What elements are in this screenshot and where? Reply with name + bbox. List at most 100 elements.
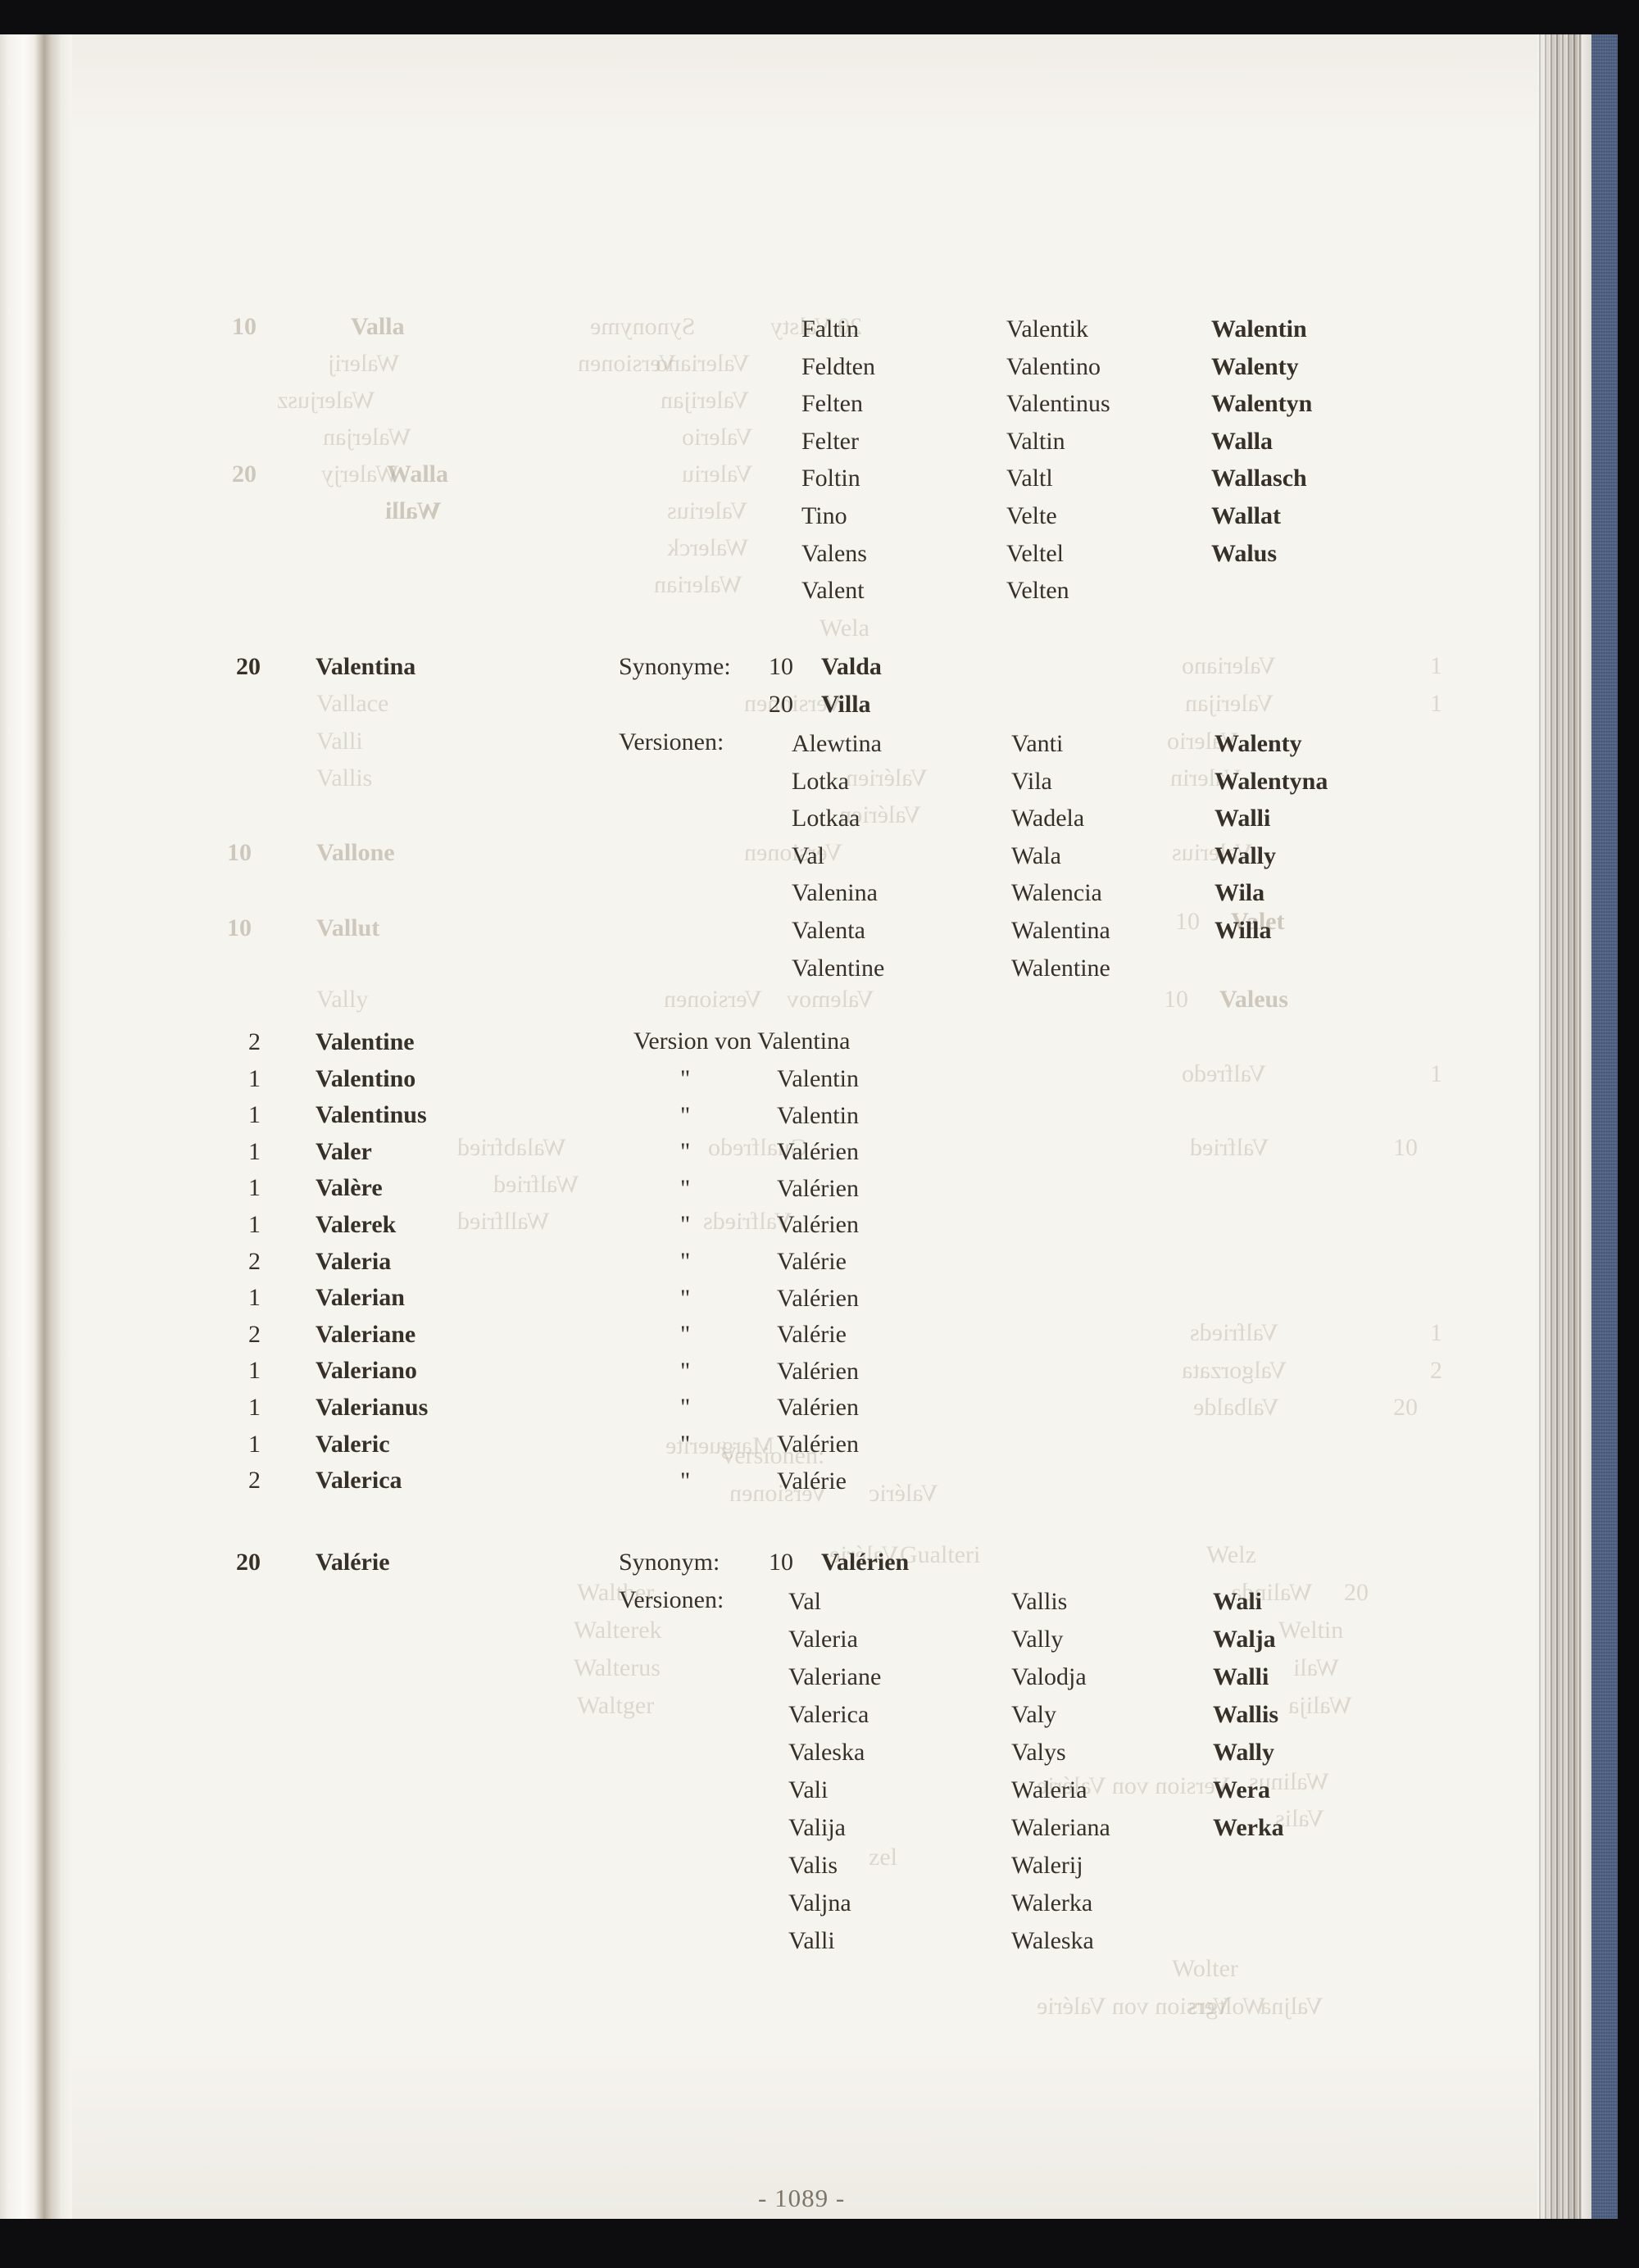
list-item: Veltel bbox=[1006, 539, 1064, 567]
list-item: Valer bbox=[316, 1137, 372, 1165]
list-item: Walerka bbox=[1011, 1889, 1093, 1916]
list-item: Walli bbox=[1214, 805, 1271, 832]
list-item: Vali bbox=[788, 1776, 829, 1803]
list-item: Valérien bbox=[777, 1174, 859, 1202]
list-item: Valérien bbox=[777, 1430, 859, 1458]
list-item: Walerij bbox=[1011, 1852, 1083, 1879]
synonym-count: 20 bbox=[769, 691, 793, 718]
list-item: Wila bbox=[1214, 879, 1265, 907]
list-item: Valy bbox=[1011, 1701, 1056, 1728]
list-item: 1 bbox=[248, 1137, 261, 1165]
list-item: Valérie bbox=[777, 1247, 847, 1275]
list-item: Feldten bbox=[801, 352, 875, 380]
list-item: Walja bbox=[1213, 1626, 1276, 1653]
bleedthrough-text: Walerian bbox=[654, 571, 742, 598]
bleedthrough-text: Weltin bbox=[1278, 1617, 1344, 1644]
list-item: Lotka bbox=[792, 767, 849, 795]
list-item: Valère bbox=[316, 1174, 383, 1202]
bleedthrough-text: Walerck bbox=[667, 534, 749, 561]
bleedthrough-text: Walerij bbox=[328, 350, 400, 377]
bleedthrough-text: 20 bbox=[1393, 1394, 1418, 1421]
list-item: 2 bbox=[248, 1467, 261, 1495]
bleedthrough-text: Walerjan bbox=[323, 424, 411, 451]
list-item: " bbox=[680, 1467, 691, 1495]
variant-names-column: Valentine Valentino Valentinus Valer Valère V… bbox=[316, 1024, 428, 1499]
list-item: 2 bbox=[248, 1320, 261, 1348]
bleedthrough-text: Welz bbox=[1206, 1541, 1256, 1568]
valerie-versions-column-2: Vallis Vally Valodja Valy Valys Waleria Waleri… bbox=[1011, 1583, 1110, 1960]
list-item: Valli bbox=[788, 1927, 835, 1954]
bleedthrough-text: Valla bbox=[351, 313, 405, 340]
variant-ditto-column: " " " " " " " " " " " " bbox=[680, 1061, 690, 1499]
list-item: Valérien bbox=[777, 1138, 859, 1166]
list-item: Tino bbox=[801, 501, 847, 529]
page-gutter-crease bbox=[0, 0, 72, 2268]
valentina-versions-column-1: Alewtina Lotka Lotkaa Val Valenina Valenta Val… bbox=[792, 725, 884, 987]
bleedthrough-text: Valet bbox=[1231, 908, 1285, 935]
version-of-label: Version von Valentina bbox=[633, 1027, 851, 1055]
list-item: Valentino bbox=[1006, 352, 1101, 380]
bleedthrough-text: Walfried bbox=[493, 1171, 579, 1198]
entry-headword: Valentina bbox=[316, 653, 416, 680]
bleedthrough-text: 1 bbox=[1430, 1319, 1442, 1346]
list-item: Valentik bbox=[1006, 315, 1088, 342]
list-item: Velte bbox=[1006, 501, 1057, 529]
list-item: Wally bbox=[1213, 1739, 1275, 1766]
list-item: Alewtina bbox=[792, 730, 882, 757]
list-item: Wadela bbox=[1011, 805, 1085, 832]
list-item: Valtin bbox=[1006, 427, 1065, 455]
bleedthrough-text: Vallace bbox=[316, 690, 389, 717]
list-item: Valerek bbox=[316, 1210, 397, 1238]
synonym-name: Villa bbox=[821, 691, 871, 718]
entry-headword: Valérie bbox=[316, 1549, 390, 1576]
list-item: Wally bbox=[1214, 841, 1277, 869]
page-stack-edge bbox=[1537, 0, 1582, 2268]
list-item: Valenta bbox=[792, 916, 865, 944]
synonym-count: 10 bbox=[769, 1549, 793, 1576]
list-item: Wali bbox=[1213, 1588, 1263, 1615]
list-item: Wallis bbox=[1213, 1701, 1279, 1728]
page-edge-sliver bbox=[1582, 0, 1591, 2268]
list-item: " bbox=[680, 1430, 691, 1458]
bleedthrough-text: 10 bbox=[232, 313, 257, 340]
bleedthrough-text: Valeriu bbox=[682, 460, 753, 488]
photo-border-right bbox=[1618, 0, 1639, 2268]
bleedthrough-text: Vallut bbox=[316, 914, 380, 941]
valerie-versions-column-1: Val Valeria Valeriane Valerica Valeska Vali Va… bbox=[788, 1583, 881, 1960]
bleedthrough-text: 1 bbox=[1430, 690, 1442, 717]
bleedthrough-text: Vally bbox=[316, 986, 369, 1013]
bleedthrough-text: Walerjusz bbox=[277, 387, 375, 414]
bleedthrough-text: Versionen: bbox=[720, 1442, 825, 1469]
list-item: Valys bbox=[1011, 1739, 1066, 1766]
synonym-label: Synonym: bbox=[619, 1549, 720, 1576]
list-item: Valent bbox=[801, 577, 865, 605]
list-item: Valérien bbox=[777, 1394, 859, 1422]
variant-versions-column: Valentin Valentin Valérien Valérien Valérien… bbox=[777, 1061, 859, 1499]
bleedthrough-text: Wali bbox=[1293, 1654, 1339, 1681]
bleedthrough-text: Valgorzata bbox=[1182, 1357, 1287, 1384]
list-item: Faltin bbox=[801, 315, 860, 342]
bleedthrough-text: Walterus bbox=[574, 1654, 661, 1681]
list-item: " bbox=[680, 1284, 691, 1312]
list-item: Foltin bbox=[801, 465, 860, 492]
list-item: Velten bbox=[1006, 577, 1069, 605]
bleedthrough-text: Vallis bbox=[316, 764, 373, 792]
list-item: Valens bbox=[801, 539, 867, 567]
list-item: Walentine bbox=[1011, 954, 1110, 982]
list-item: Valeric bbox=[316, 1430, 390, 1458]
list-item: Valérien bbox=[777, 1357, 859, 1385]
list-item: Valérien bbox=[777, 1211, 859, 1239]
list-item: Vanti bbox=[1011, 730, 1064, 757]
bleedthrough-text: Valerio bbox=[682, 424, 753, 451]
list-item: 2 bbox=[248, 1247, 261, 1275]
list-item: Felten bbox=[801, 390, 863, 418]
book-cover-cloth bbox=[1591, 0, 1618, 2268]
list-item: Valeria bbox=[788, 1626, 858, 1653]
list-item: Valodja bbox=[1011, 1663, 1087, 1690]
bleedthrough-text: Wolter bbox=[1172, 1955, 1238, 1982]
versions-label: Versionen: bbox=[619, 1586, 724, 1613]
list-item: Valerianus bbox=[316, 1393, 429, 1421]
synonym-count: 10 bbox=[769, 653, 793, 680]
list-item: Val bbox=[792, 841, 824, 869]
